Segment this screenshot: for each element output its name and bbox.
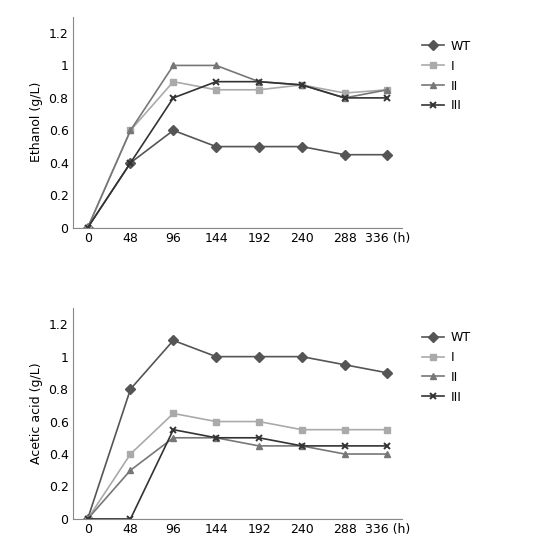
II bbox=[342, 451, 348, 458]
III bbox=[170, 426, 177, 433]
I bbox=[255, 86, 262, 93]
I bbox=[170, 78, 177, 85]
WT bbox=[299, 143, 305, 150]
III bbox=[127, 160, 134, 166]
I bbox=[213, 418, 220, 425]
III bbox=[299, 442, 305, 449]
II bbox=[384, 451, 391, 458]
III bbox=[127, 516, 134, 522]
Line: WT: WT bbox=[84, 127, 391, 231]
II bbox=[299, 442, 305, 449]
WT bbox=[127, 386, 134, 392]
II bbox=[255, 442, 262, 449]
III bbox=[342, 442, 348, 449]
WT bbox=[255, 143, 262, 150]
II bbox=[84, 516, 91, 522]
I bbox=[342, 90, 348, 97]
Line: III: III bbox=[84, 78, 391, 231]
I bbox=[213, 86, 220, 93]
Line: II: II bbox=[84, 434, 391, 522]
Line: WT: WT bbox=[84, 337, 391, 522]
I bbox=[299, 81, 305, 88]
II bbox=[170, 435, 177, 441]
III bbox=[384, 94, 391, 101]
WT bbox=[170, 127, 177, 134]
WT bbox=[127, 160, 134, 166]
III bbox=[170, 94, 177, 101]
II bbox=[170, 62, 177, 69]
I bbox=[255, 418, 262, 425]
WT bbox=[84, 516, 91, 522]
WT bbox=[213, 353, 220, 360]
II bbox=[342, 94, 348, 101]
II bbox=[213, 435, 220, 441]
I bbox=[127, 451, 134, 458]
III bbox=[384, 442, 391, 449]
III bbox=[299, 81, 305, 88]
I bbox=[84, 224, 91, 231]
Line: III: III bbox=[84, 426, 391, 522]
I bbox=[384, 426, 391, 433]
II bbox=[384, 86, 391, 93]
Legend: WT, I, II, III: WT, I, II, III bbox=[422, 40, 471, 113]
Line: II: II bbox=[84, 62, 391, 231]
WT bbox=[255, 353, 262, 360]
Line: I: I bbox=[84, 78, 391, 231]
WT bbox=[342, 151, 348, 158]
Y-axis label: Acetic acid (g/L): Acetic acid (g/L) bbox=[30, 363, 43, 464]
WT bbox=[384, 151, 391, 158]
II bbox=[84, 224, 91, 231]
III bbox=[84, 516, 91, 522]
WT bbox=[170, 337, 177, 344]
II bbox=[127, 127, 134, 134]
III bbox=[255, 78, 262, 85]
I bbox=[127, 127, 134, 134]
II bbox=[299, 81, 305, 88]
I bbox=[299, 426, 305, 433]
WT bbox=[384, 369, 391, 376]
Y-axis label: Ethanol (g/L): Ethanol (g/L) bbox=[30, 82, 43, 162]
III bbox=[84, 224, 91, 231]
I bbox=[84, 516, 91, 522]
III bbox=[213, 435, 220, 441]
III bbox=[255, 435, 262, 441]
WT bbox=[213, 143, 220, 150]
I bbox=[384, 86, 391, 93]
III bbox=[342, 94, 348, 101]
I bbox=[342, 426, 348, 433]
I bbox=[170, 410, 177, 417]
II bbox=[127, 467, 134, 474]
WT bbox=[342, 362, 348, 368]
III bbox=[213, 78, 220, 85]
WT bbox=[84, 224, 91, 231]
Line: I: I bbox=[84, 410, 391, 522]
II bbox=[213, 62, 220, 69]
II bbox=[255, 78, 262, 85]
Legend: WT, I, II, III: WT, I, II, III bbox=[422, 331, 471, 403]
WT bbox=[299, 353, 305, 360]
